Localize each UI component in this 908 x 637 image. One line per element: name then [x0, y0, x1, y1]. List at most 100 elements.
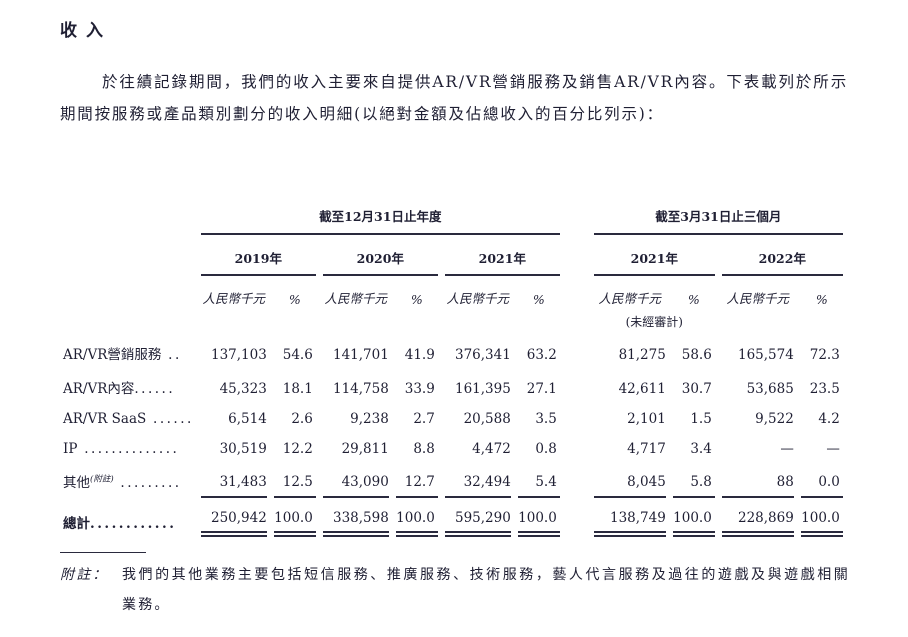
unit-label: 人民幣千元 — [446, 291, 510, 306]
table-row-ip: IP .............. 30,519 12.2 29,811 8.8… — [63, 434, 843, 464]
cell-amount: 88 — [721, 464, 794, 498]
unit-header-row: 人民幣千元 % 人民幣千元 % 人民幣千元 % 人民幣千元 % 人民幣千元 % — [63, 276, 843, 311]
header-year-2021-q1: 2021年 — [593, 235, 715, 276]
cell-amount: 4,472 — [472, 441, 511, 457]
cell-percent: 100.0 — [273, 498, 316, 537]
cell-percent: 100.0 — [517, 498, 560, 537]
total-row: 總計............ 250,942 100.0 338,598 100… — [63, 498, 843, 537]
leader-dots: ......... — [113, 475, 182, 491]
intro-paragraph: 於往績記錄期間，我們的收入主要來自提供AR/VR營銷服務及銷售AR/VR內容。下… — [60, 73, 848, 123]
row-label: 其他 — [63, 475, 90, 491]
cell-percent: 3.5 — [535, 411, 557, 427]
cell-amount: 595,290 — [444, 498, 511, 537]
leader-dots: .. — [161, 347, 182, 363]
cell-amount: 8,045 — [593, 464, 666, 498]
revenue-table: 截至12月31日止年度 截至3月31日止三個月 2019年 2020年 2021… — [56, 192, 850, 537]
cell-percent: 23.5 — [809, 381, 840, 397]
cell-amount: 53,685 — [746, 381, 794, 397]
percent-label: % — [687, 292, 700, 307]
cell-amount: 114,758 — [332, 381, 389, 397]
cell-percent: 0.0 — [800, 464, 843, 498]
cell-percent: 58.6 — [681, 347, 712, 363]
cell-amount: 81,275 — [618, 347, 666, 363]
cell-amount: 4,717 — [627, 441, 666, 457]
percent-label: % — [410, 292, 423, 307]
row-label: AR/VR內容 — [63, 381, 135, 397]
unaudited-row: (未經審計) — [63, 311, 843, 336]
cell-percent: 72.3 — [809, 347, 840, 363]
cell-percent: 2.7 — [413, 411, 435, 427]
cell-amount: 45,323 — [219, 381, 267, 397]
cell-amount: 141,701 — [332, 347, 389, 363]
cell-amount: 6,514 — [228, 411, 267, 427]
table-row-others: 其他(附註) ......... 31,483 12.5 43,090 12.7… — [63, 464, 843, 498]
unaudited-note: (未經審計) — [625, 315, 683, 329]
footnote-text: 我們的其他業務主要包括短信服務、推廣服務、技術服務，藝人代言服務及過往的遊戲及與… — [122, 567, 850, 613]
cell-percent: — — [826, 441, 840, 457]
cell-amount: 31,483 — [200, 464, 267, 498]
cell-percent: 12.2 — [282, 441, 313, 457]
header-year-2021: 2021年 — [444, 235, 560, 276]
leader-dots: ...... — [146, 411, 194, 427]
cell-amount: 2,101 — [627, 411, 666, 427]
cell-percent: 1.5 — [690, 411, 712, 427]
leader-dots: ............ — [90, 516, 177, 532]
footnote: 附註： 我們的其他業務主要包括短信服務、推廣服務、技術服務，藝人代言服務及過往的… — [60, 552, 850, 620]
cell-amount: 138,749 — [593, 498, 666, 537]
unit-label: 人民幣千元 — [202, 291, 266, 306]
cell-amount: 43,090 — [322, 464, 389, 498]
header-year-2019: 2019年 — [200, 235, 316, 276]
row-label: IP — [63, 441, 78, 457]
header-group-fiscal-year: 截至12月31日止年度 — [200, 192, 560, 235]
header-group-three-months: 截至3月31日止三個月 — [593, 192, 843, 235]
total-label: 總計 — [63, 516, 90, 532]
cell-amount: 42,611 — [618, 381, 666, 397]
cell-percent: 2.6 — [291, 411, 313, 427]
cell-amount: 161,395 — [454, 381, 511, 397]
revenue-table-wrapper: 截至12月31日止年度 截至3月31日止三個月 2019年 2020年 2021… — [56, 192, 850, 537]
cell-percent: 100.0 — [800, 498, 843, 537]
percent-label: % — [288, 292, 301, 307]
cell-amount: 9,522 — [755, 411, 794, 427]
cell-percent: 100.0 — [395, 498, 438, 537]
unit-label: 人民幣千元 — [598, 291, 662, 306]
cell-amount: 20,588 — [463, 411, 511, 427]
cell-amount: 32,494 — [444, 464, 511, 498]
cell-percent: 30.7 — [681, 381, 712, 397]
cell-percent: 18.1 — [282, 381, 313, 397]
footnote-ref: (附註) — [90, 474, 114, 485]
cell-percent: 33.9 — [404, 381, 435, 397]
cell-amount: 165,574 — [737, 347, 794, 363]
footnote-separator — [60, 552, 146, 553]
cell-percent: 54.6 — [282, 347, 313, 363]
unit-label: 人民幣千元 — [324, 291, 388, 306]
percent-label: % — [815, 292, 828, 307]
percent-label: % — [532, 292, 545, 307]
cell-percent: 4.2 — [818, 411, 840, 427]
cell-percent: 41.9 — [404, 347, 435, 363]
cell-amount: 376,341 — [454, 347, 511, 363]
cell-percent: 8.8 — [413, 441, 435, 457]
cell-amount: 228,869 — [721, 498, 794, 537]
cell-amount: 250,942 — [200, 498, 267, 537]
leader-dots: .............. — [77, 441, 180, 457]
cell-percent: 12.5 — [273, 464, 316, 498]
table-row-arvr-content: AR/VR內容...... 45,323 18.1 114,758 33.9 1… — [63, 370, 843, 404]
row-label: AR/VR營銷服務 — [63, 347, 162, 363]
table-row-arvr-marketing: AR/VR營銷服務 .. 137,103 54.6 141,701 41.9 3… — [63, 336, 843, 370]
cell-percent: 5.8 — [672, 464, 715, 498]
cell-percent: 5.4 — [517, 464, 560, 498]
cell-percent: 63.2 — [526, 347, 557, 363]
cell-amount: 9,238 — [350, 411, 389, 427]
cell-amount: 29,811 — [341, 441, 389, 457]
cell-percent: 0.8 — [535, 441, 557, 457]
leader-dots: ...... — [134, 381, 176, 397]
cell-percent: 27.1 — [526, 381, 557, 397]
cell-amount: — — [780, 441, 794, 457]
row-label: AR/VR SaaS — [63, 411, 147, 427]
table-row-arvr-saas: AR/VR SaaS ...... 6,514 2.6 9,238 2.7 20… — [63, 404, 843, 434]
group-header-row: 截至12月31日止年度 截至3月31日止三個月 — [63, 192, 843, 235]
unit-label: 人民幣千元 — [726, 291, 790, 306]
header-year-2022-q1: 2022年 — [721, 235, 843, 276]
